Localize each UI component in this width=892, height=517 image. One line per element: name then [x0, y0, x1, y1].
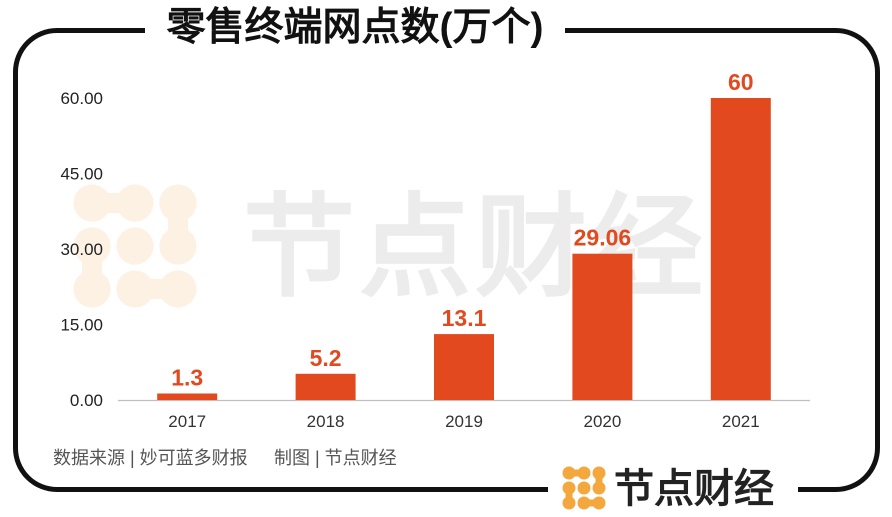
brand-logo-text: 节点财经 [614, 467, 774, 511]
bar-2021 [710, 98, 771, 400]
bar-2019 [434, 334, 494, 400]
data-source-note: 数据来源 | 妙可蓝多财报 [53, 448, 248, 468]
data-label-2017: 1.3 [171, 365, 203, 391]
x-tick-label-2021: 2021 [722, 412, 760, 431]
bar-2020 [572, 253, 633, 400]
data-label-2021: 60 [728, 69, 754, 95]
x-tick-label-2020: 2020 [583, 412, 621, 431]
node-grid-icon [562, 466, 606, 510]
y-tick-label: 15.00 [60, 316, 103, 335]
data-label-2020: 29.06 [574, 225, 632, 251]
data-label-2019: 13.1 [442, 305, 487, 331]
x-tick-label-2017: 2017 [168, 412, 206, 431]
y-tick-label: 60.00 [60, 89, 103, 108]
x-tick-label-2018: 2018 [307, 412, 345, 431]
x-tick-label-2019: 2019 [445, 412, 483, 431]
brand-logo: 节点财经 [548, 462, 798, 517]
chart-credit-note: 制图 | 节点财经 [274, 448, 397, 468]
y-tick-label: 45.00 [60, 165, 103, 184]
bar-2017 [157, 393, 218, 400]
y-tick-label: 30.00 [60, 240, 103, 259]
bar-2018 [295, 373, 356, 400]
watermark-node-grid-icon [72, 183, 198, 309]
y-tick-label: 0.00 [70, 391, 103, 410]
chart-title: 零售终端网点数(万个) [145, 6, 565, 50]
data-label-2018: 5.2 [310, 345, 342, 371]
